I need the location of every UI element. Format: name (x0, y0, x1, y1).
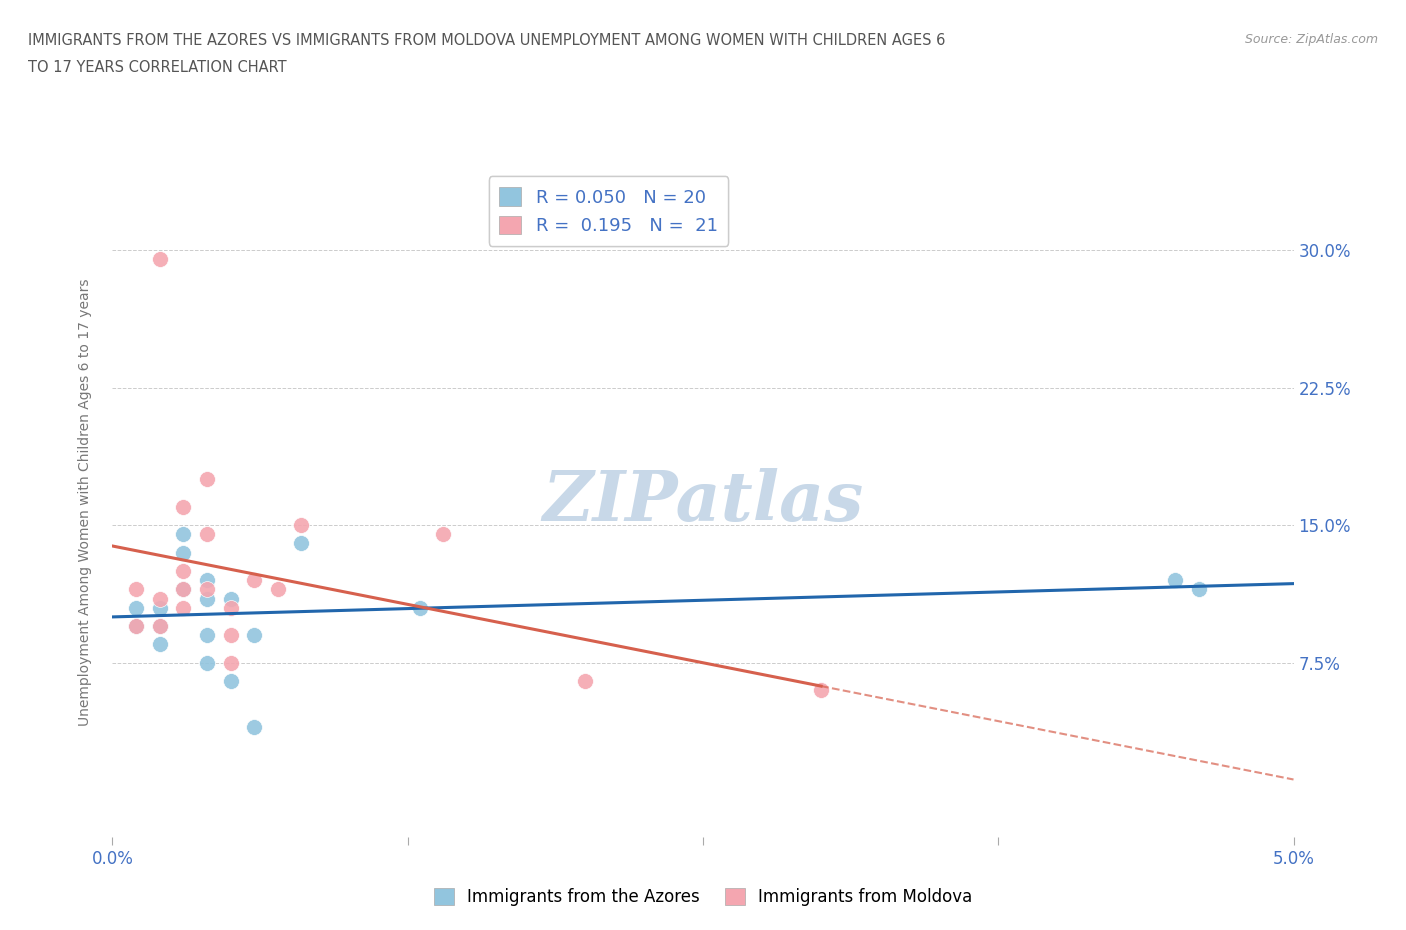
Text: IMMIGRANTS FROM THE AZORES VS IMMIGRANTS FROM MOLDOVA UNEMPLOYMENT AMONG WOMEN W: IMMIGRANTS FROM THE AZORES VS IMMIGRANTS… (28, 33, 945, 47)
Text: Source: ZipAtlas.com: Source: ZipAtlas.com (1244, 33, 1378, 46)
Point (1164, 573, 1187, 588)
Legend: R = 0.050   N = 20, R =  0.195   N =  21: R = 0.050 N = 20, R = 0.195 N = 21 (489, 177, 728, 246)
Point (219, 600, 242, 615)
Point (243, 573, 266, 588)
Point (195, 527, 218, 542)
Text: ZIPatlas: ZIPatlas (543, 469, 863, 536)
Point (574, 673, 596, 688)
Point (125, 618, 148, 633)
Point (195, 582, 218, 597)
Point (149, 637, 172, 652)
Point (172, 582, 194, 597)
Point (432, 527, 454, 542)
Point (290, 536, 312, 551)
Point (125, 582, 148, 597)
Text: TO 17 YEARS CORRELATION CHART: TO 17 YEARS CORRELATION CHART (28, 60, 287, 75)
Point (172, 582, 194, 597)
Point (172, 600, 194, 615)
Point (219, 591, 242, 606)
Y-axis label: Unemployment Among Women with Children Ages 6 to 17 years: Unemployment Among Women with Children A… (77, 278, 91, 726)
Point (149, 252, 172, 267)
Point (149, 618, 172, 633)
Point (408, 600, 430, 615)
Point (219, 673, 242, 688)
Point (243, 720, 266, 735)
Point (243, 628, 266, 643)
Point (810, 683, 832, 698)
Point (172, 545, 194, 560)
Point (267, 582, 290, 597)
Point (149, 618, 172, 633)
Point (149, 591, 172, 606)
Point (125, 600, 148, 615)
Point (125, 618, 148, 633)
Point (172, 564, 194, 578)
Point (219, 656, 242, 671)
Point (290, 518, 312, 533)
Point (195, 573, 218, 588)
Point (1188, 582, 1211, 597)
Legend: Immigrants from the Azores, Immigrants from Moldova: Immigrants from the Azores, Immigrants f… (427, 881, 979, 912)
Point (149, 600, 172, 615)
Point (195, 591, 218, 606)
Point (195, 472, 218, 486)
Point (195, 628, 218, 643)
Point (195, 656, 218, 671)
Point (172, 499, 194, 514)
Point (219, 628, 242, 643)
Point (172, 527, 194, 542)
